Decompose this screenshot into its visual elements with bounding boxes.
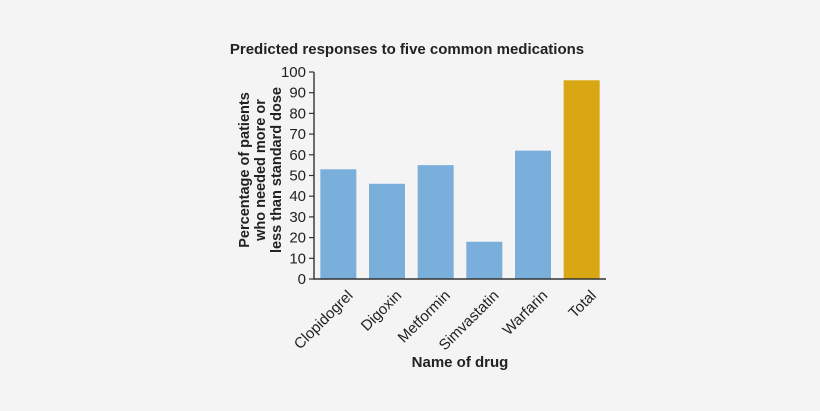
y-axis-label-line-2: who needed more or (253, 99, 269, 242)
bar-digoxin (368, 183, 406, 279)
y-tick-label: 50 (289, 168, 306, 185)
y-axis-ticks: 0 10 20 30 40 50 60 70 80 90 100 (281, 64, 314, 288)
category-labels: Clopidogrel DigoxinMetforminSimvastatinWa… (291, 287, 600, 354)
chart-title: Predicted responses to five common medic… (230, 41, 584, 58)
x-tick-label-clopidogrel: Clopidogrel (291, 287, 357, 353)
y-axis-label-line-3: less than standard dose (269, 87, 285, 253)
y-tick-label: 80 (289, 105, 306, 122)
x-tick-label-warfarin: Warfarin (499, 287, 551, 339)
y-tick-label: 30 (289, 209, 306, 226)
bar-warfarin (514, 150, 552, 279)
axes (313, 72, 606, 280)
y-tick-label: 70 (289, 126, 306, 143)
bar-clopidogrel (320, 169, 357, 279)
x-axis-label: Name of drug (412, 354, 509, 371)
x-tick-label-digoxin: Digoxin (358, 287, 405, 334)
y-tick-label: 100 (281, 64, 306, 81)
x-tick-label-total: Total (565, 287, 599, 321)
y-axis-label: Percentage of patients who needed more o… (237, 87, 285, 253)
bar-total (563, 80, 600, 279)
y-tick-label: 90 (289, 85, 306, 102)
y-tick-label: 40 (289, 188, 306, 205)
bar-simvastatin (466, 241, 503, 279)
y-tick-label: 60 (289, 147, 306, 164)
bar-metformin (417, 165, 454, 279)
y-axis-label-line-1: Percentage of patients (237, 92, 253, 248)
y-tick-label: 0 (298, 271, 306, 288)
y-tick-label: 20 (289, 230, 306, 247)
y-tick-label: 10 (289, 250, 306, 267)
bars (320, 80, 600, 279)
